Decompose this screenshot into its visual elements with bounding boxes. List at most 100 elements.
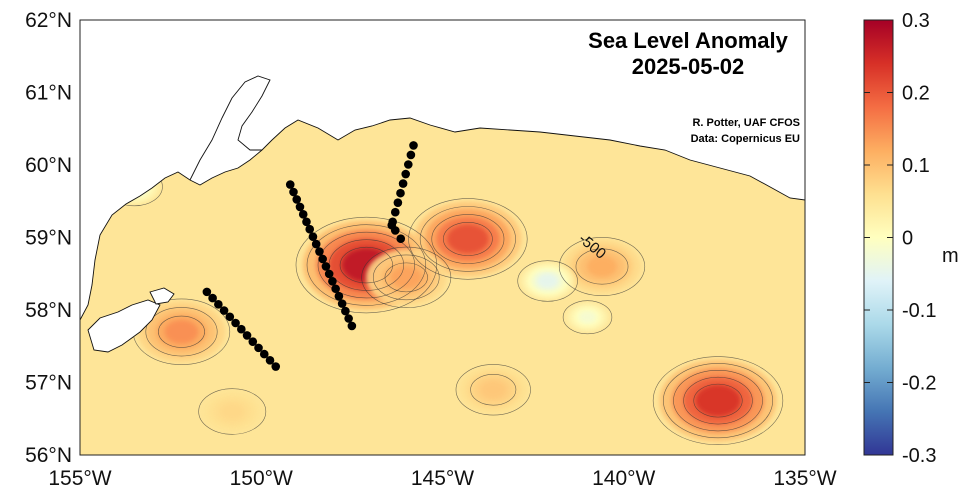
contour-line <box>306 224 427 306</box>
station-dot <box>337 299 347 308</box>
contour-line <box>673 370 763 432</box>
map-plot-area: -500 Sea Level Anomaly 2025-05-02 R. Pot… <box>79 19 806 456</box>
contour-line <box>372 254 440 301</box>
contour-line <box>384 262 428 293</box>
anomaly-blob <box>480 380 507 399</box>
station-dot <box>219 306 229 315</box>
contour-line <box>339 246 393 284</box>
credit-data: Data: Copernicus EU <box>691 133 800 145</box>
afognak-island <box>149 287 175 305</box>
station-dot <box>393 198 403 207</box>
station-dot <box>334 291 344 301</box>
contour-line <box>562 300 613 335</box>
credit-author: R. Potter, UAF CFOS <box>692 117 800 129</box>
station-dot <box>248 337 258 346</box>
contour-line <box>295 216 438 314</box>
contour-line <box>683 376 753 425</box>
station-dot <box>409 141 418 150</box>
station-dot <box>295 202 305 212</box>
lon-tick-label: 145°W <box>411 467 474 490</box>
station-dot <box>398 179 408 188</box>
station-dot <box>347 321 357 331</box>
lat-tick-label: 56°N <box>25 444 72 467</box>
colorbar: 0.3 0.2 0.1 0 -0.1 -0.2 -0.3 m <box>863 10 959 467</box>
station-dot <box>265 356 275 365</box>
station-dot <box>396 188 405 198</box>
kodiak-island <box>87 299 161 353</box>
colorbar-tick-label: 0 <box>902 228 913 250</box>
contour-line <box>145 307 218 357</box>
kenai-peninsula <box>189 75 271 181</box>
station-dot <box>341 306 350 316</box>
contour-line <box>419 206 516 272</box>
lon-tick-label: 140°W <box>592 467 655 490</box>
anomaly-blob <box>537 273 559 289</box>
contour-line <box>517 260 578 302</box>
contour-line <box>158 315 205 348</box>
contour-line <box>558 237 646 296</box>
contour-line <box>443 221 493 256</box>
lat-tick-label: 61°N <box>25 82 72 105</box>
colorbar-tick-label: 0.2 <box>902 83 930 105</box>
anomaly-blob <box>695 384 741 417</box>
contour-line <box>575 248 629 285</box>
station-dot <box>259 349 269 359</box>
station-dot <box>315 247 324 256</box>
station-dot <box>331 284 340 294</box>
colorbar-tick-label: 0.1 <box>902 155 930 177</box>
station-dot <box>311 239 321 249</box>
station-dot <box>406 150 416 160</box>
lon-tick-label: 150°W <box>230 467 293 490</box>
anomaly-blob <box>164 319 199 344</box>
station-dot <box>237 324 246 334</box>
latitude-ticks: 62°N 61°N 60°N 59°N 58°N 57°N 56°N <box>25 9 72 467</box>
contour-line <box>317 231 416 299</box>
contour-line <box>693 383 743 418</box>
anomaly-blob <box>390 266 422 289</box>
station-dot <box>321 262 331 271</box>
station-dot <box>225 312 235 322</box>
colorbar-tick-label: -0.2 <box>902 373 936 395</box>
station-dot <box>401 169 410 179</box>
station-dot <box>202 287 212 297</box>
station-dot <box>396 234 406 243</box>
contour-line <box>662 363 774 439</box>
contour-line <box>361 246 452 309</box>
lon-tick-label: 135°W <box>773 467 836 490</box>
colorbar-tick-label: -0.3 <box>902 445 936 467</box>
anomaly-blob <box>220 403 244 420</box>
station-dot <box>298 210 308 219</box>
station-dot <box>292 195 302 204</box>
colorbar-unit: m <box>942 245 959 267</box>
alaska-landmass <box>80 20 805 353</box>
station-dot <box>403 160 413 169</box>
lat-tick-label: 60°N <box>25 154 72 177</box>
contour-line <box>431 214 505 264</box>
map-title: Sea Level Anomaly <box>588 28 788 53</box>
station-dot <box>328 277 337 286</box>
lat-tick-label: 58°N <box>25 299 72 322</box>
contour-line <box>198 388 267 435</box>
station-dot <box>214 300 223 309</box>
station-lines <box>202 141 418 371</box>
contour-line <box>652 356 784 446</box>
station-dot <box>344 314 353 323</box>
anomaly-blob <box>587 256 617 277</box>
station-dot <box>302 217 311 227</box>
lat-tick-label: 62°N <box>25 9 72 32</box>
station-dot <box>208 293 217 303</box>
contour-line <box>470 374 517 406</box>
longitude-ticks: 155°W 150°W 145°W 140°W 135°W <box>48 467 836 490</box>
lon-tick-label: 155°W <box>48 467 111 490</box>
lat-tick-label: 59°N <box>25 227 72 250</box>
station-dot <box>308 232 318 241</box>
anomaly-blob <box>579 311 596 324</box>
station-dot <box>254 343 263 353</box>
station-dot <box>305 224 315 234</box>
colorbar-tick-label: 0.3 <box>902 10 930 32</box>
station-dot <box>289 187 298 197</box>
plot-frame <box>79 19 806 456</box>
anomaly-blob <box>447 224 489 254</box>
station-dot <box>271 362 281 371</box>
